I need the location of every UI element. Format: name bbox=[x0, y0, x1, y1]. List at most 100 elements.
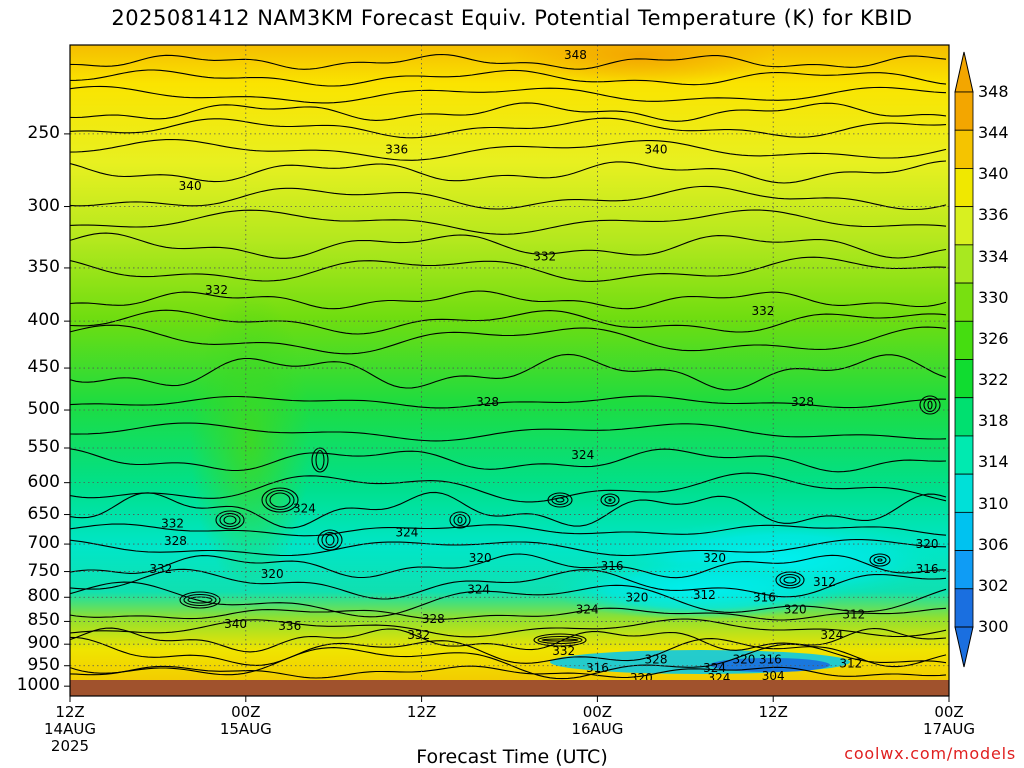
contour-label: 336 bbox=[385, 143, 408, 157]
contour-cell bbox=[919, 395, 941, 415]
contour-cell bbox=[219, 512, 241, 528]
colorbar-tick-label: 302 bbox=[978, 575, 1009, 595]
contour-line bbox=[70, 85, 947, 104]
y-tick-label: 300 bbox=[27, 195, 60, 216]
contour-label: 328 bbox=[791, 395, 814, 409]
grid bbox=[70, 45, 949, 696]
contour-cell bbox=[923, 397, 937, 413]
contour-label: 332 bbox=[552, 644, 575, 658]
contour-cell bbox=[604, 495, 616, 505]
colorbar-segment bbox=[954, 397, 974, 437]
y-tick-label: 250 bbox=[27, 122, 60, 143]
contour-cell bbox=[779, 573, 801, 587]
x-tick-label: 12Z bbox=[758, 703, 788, 721]
colorbar-tick-label: 334 bbox=[978, 246, 1009, 266]
colorbar-segment bbox=[954, 244, 974, 284]
contour-label: 316 bbox=[586, 661, 609, 675]
y-tick-label: 800 bbox=[27, 586, 60, 607]
contour-line bbox=[70, 636, 947, 668]
colorbar-segment bbox=[954, 129, 974, 169]
contour-cell bbox=[877, 558, 883, 562]
y-tick-label: 850 bbox=[27, 610, 60, 631]
y-tick-label: 400 bbox=[27, 310, 60, 331]
contour-label: 320 bbox=[916, 537, 939, 551]
contour-label: 316 bbox=[753, 590, 776, 604]
colorbar-segment bbox=[954, 206, 974, 246]
contour-label: 324 bbox=[571, 448, 594, 462]
contour-label: 328 bbox=[422, 612, 445, 626]
contour-line bbox=[70, 160, 947, 184]
contour-cell bbox=[555, 497, 565, 503]
y-tick-label: 750 bbox=[27, 560, 60, 581]
y-tick-label: 1000 bbox=[16, 675, 60, 696]
chart-title: 2025081412 NAM3KM Forecast Equiv. Potent… bbox=[111, 6, 913, 30]
x-tick-label: 00Z 16AUG bbox=[571, 703, 624, 738]
contour-line bbox=[70, 422, 947, 442]
warm-core bbox=[510, 45, 770, 85]
contour-label: 320 bbox=[469, 551, 492, 565]
colorbar-tick-label: 344 bbox=[978, 123, 1009, 143]
contour-label: 324 bbox=[395, 526, 418, 540]
colorbar-segment bbox=[954, 435, 974, 475]
contour-label: 312 bbox=[839, 657, 862, 671]
contour-line bbox=[70, 353, 947, 391]
contour-line bbox=[70, 448, 947, 473]
colorbar-segment bbox=[954, 473, 974, 513]
contour-cell bbox=[453, 513, 467, 527]
contour-label: 328 bbox=[645, 652, 668, 666]
x-axis-label: Forecast Time (UTC) bbox=[416, 746, 608, 768]
y-tick-label: 350 bbox=[27, 256, 60, 277]
contour-label: 328 bbox=[476, 395, 499, 409]
contour-line bbox=[70, 395, 947, 409]
colorbar-segment bbox=[954, 320, 974, 360]
colorbar-tick-label: 322 bbox=[978, 370, 1009, 390]
colorbar-tick-label: 306 bbox=[978, 534, 1009, 554]
colorbar-min-arrow bbox=[954, 626, 974, 668]
colorbar-tick-label: 314 bbox=[978, 452, 1009, 472]
contour-cell bbox=[541, 638, 579, 642]
y-tick-label: 650 bbox=[27, 503, 60, 524]
contour-cell bbox=[457, 516, 463, 524]
contour-cell bbox=[223, 515, 237, 525]
colorbar bbox=[954, 51, 974, 668]
contour-line bbox=[70, 607, 947, 621]
contour-line bbox=[70, 568, 947, 600]
contour-cell bbox=[317, 529, 343, 551]
contour-cell bbox=[869, 553, 891, 567]
colorbar-tick-label: 340 bbox=[978, 164, 1009, 184]
contour-lines bbox=[70, 53, 947, 680]
contour-cell bbox=[537, 635, 583, 645]
contour-label: 332 bbox=[205, 283, 228, 297]
contour-label: 316 bbox=[759, 652, 782, 666]
contour-cell bbox=[449, 511, 471, 529]
contour-label: 324 bbox=[703, 661, 726, 675]
contour-cell bbox=[551, 494, 569, 506]
contour-label: 332 bbox=[161, 517, 184, 531]
contour-label: 316 bbox=[601, 559, 624, 573]
y-tick-label: 450 bbox=[27, 357, 60, 378]
contour-label: 312 bbox=[693, 588, 716, 602]
contour-cell bbox=[873, 555, 887, 565]
contour-line bbox=[70, 523, 947, 537]
contour-line bbox=[70, 538, 947, 557]
colorbar-segment bbox=[954, 168, 974, 208]
contour-cell bbox=[215, 510, 245, 530]
contour-label: 332 bbox=[407, 628, 430, 642]
y-tick-label: 550 bbox=[27, 436, 60, 457]
contour-line bbox=[70, 553, 946, 579]
contour-cell bbox=[547, 492, 573, 508]
low-cold-pool-core bbox=[710, 658, 830, 672]
contour-cell bbox=[927, 400, 933, 410]
contour-label: 332 bbox=[149, 562, 172, 576]
axis-ticks bbox=[64, 133, 950, 702]
contour-cell bbox=[179, 591, 221, 609]
contour-label: 320 bbox=[261, 567, 284, 581]
contour-cell bbox=[269, 492, 291, 508]
credit-link[interactable]: coolwx.com/models bbox=[844, 744, 1016, 763]
contour-cell bbox=[533, 633, 587, 647]
colorbar-tick-label: 336 bbox=[978, 205, 1009, 225]
x-tick-label: 00Z 15AUG bbox=[219, 703, 272, 738]
contour-line bbox=[70, 117, 947, 139]
moist-blob bbox=[190, 290, 310, 590]
contour-line bbox=[70, 69, 947, 87]
